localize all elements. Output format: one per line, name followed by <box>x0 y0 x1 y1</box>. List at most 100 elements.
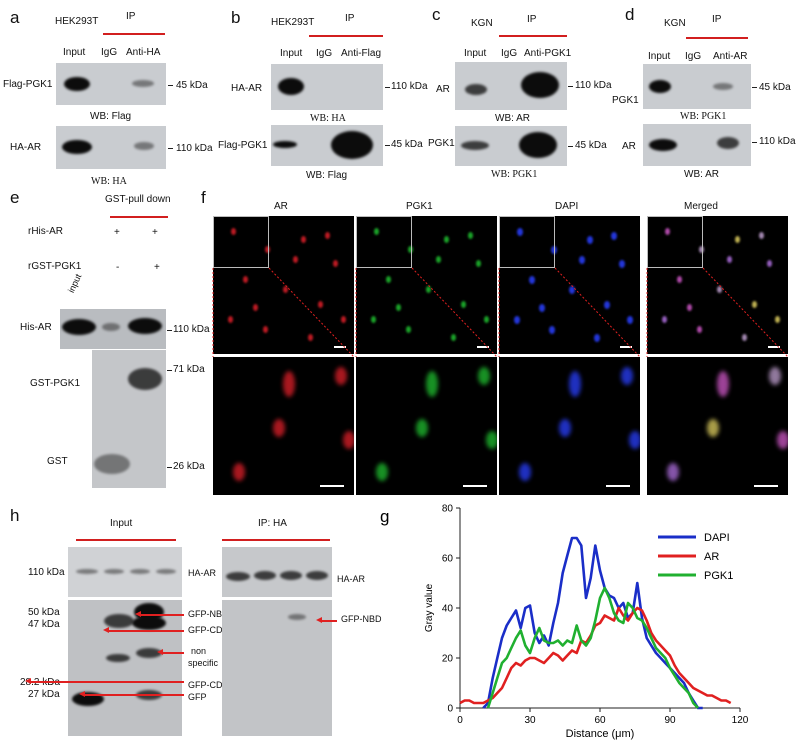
cell <box>514 316 520 324</box>
wb-b2: WB: Flag <box>306 170 348 181</box>
cell <box>468 232 473 239</box>
cell <box>579 256 585 264</box>
band <box>106 654 130 662</box>
legend-label-ar: AR <box>704 551 719 563</box>
cell <box>476 260 481 267</box>
cell <box>611 232 617 240</box>
cell <box>301 236 306 243</box>
mw-tick <box>568 86 573 87</box>
cell <box>767 260 772 267</box>
cell <box>629 431 640 449</box>
cell <box>426 371 438 397</box>
panel-label-e: e <box>10 188 20 207</box>
row-label-c2: PGK1 <box>428 138 455 149</box>
row-label-d1: PGK1 <box>612 95 639 106</box>
x-tick-label: 30 <box>524 715 536 726</box>
arrow-left <box>79 691 184 697</box>
cell <box>333 260 338 267</box>
input-label-e: input <box>66 272 84 295</box>
cell <box>426 286 431 293</box>
y-tick-label: 80 <box>442 504 454 515</box>
scale-bar <box>768 346 780 348</box>
cell <box>742 334 747 341</box>
lane-igg-c: IgG <box>501 48 518 59</box>
row-label-b1: HA-AR <box>231 83 263 94</box>
blot-e-bottom <box>92 350 166 488</box>
cell <box>308 334 313 341</box>
band <box>128 368 162 390</box>
band <box>649 80 671 93</box>
cell <box>529 276 535 284</box>
band <box>280 571 302 580</box>
h-mw-50: 50 kDa <box>28 607 60 618</box>
band <box>278 78 304 95</box>
cell <box>335 367 347 385</box>
panel-label-a: a <box>10 8 20 27</box>
x-axis-label: Distance (μm) <box>566 728 635 740</box>
fluor-panel-top <box>647 216 788 354</box>
cell <box>374 228 379 235</box>
band <box>134 142 154 150</box>
mw-b2: 45 kDa <box>391 139 423 150</box>
row-label-b2: Flag-PGK1 <box>218 140 268 151</box>
x-tick-label: 90 <box>664 715 676 726</box>
cell <box>253 304 258 311</box>
mark-e2a: - <box>116 262 120 273</box>
cell <box>486 431 497 449</box>
cell <box>371 316 376 323</box>
band <box>717 137 739 149</box>
blot-h-ip-top <box>222 547 332 597</box>
panel-label-h: h <box>10 506 20 525</box>
scale-bar <box>754 485 778 487</box>
cell <box>243 276 248 283</box>
cell <box>667 463 679 481</box>
lane-input-b: Input <box>280 48 303 59</box>
h-mw-110: 110 kDa <box>28 567 65 578</box>
cell <box>416 419 428 437</box>
h-input-line <box>76 539 176 541</box>
cell <box>687 304 692 311</box>
band <box>519 132 557 158</box>
ip-line-d <box>686 37 748 39</box>
band <box>465 84 487 95</box>
blot-e-top <box>60 309 166 349</box>
lane-input-d: Input <box>648 51 671 62</box>
cell <box>594 334 600 342</box>
scale-bar <box>606 485 630 487</box>
wb-c1: WB: AR <box>495 113 531 124</box>
blot-c-bottom <box>455 126 567 166</box>
x-tick-label: 0 <box>457 715 463 726</box>
band <box>62 140 92 154</box>
mw-e3: 26 kDa <box>173 461 205 472</box>
legend-label-dapi: DAPI <box>704 532 730 544</box>
h-input-title: Input <box>110 518 133 529</box>
inset-box <box>499 216 555 268</box>
blot-d-top <box>643 64 751 109</box>
ip-line-a <box>103 33 165 35</box>
blot-b-top <box>271 64 383 110</box>
band <box>128 318 162 334</box>
cell <box>735 236 740 243</box>
fluor-panel-top <box>213 216 354 354</box>
label-gfp-cd2: GFP-CD2 <box>188 680 228 690</box>
cell <box>231 228 236 235</box>
cell <box>519 463 531 481</box>
blot-c-top <box>455 62 567 110</box>
cell <box>777 431 788 449</box>
y-tick-label: 0 <box>447 704 453 715</box>
cell <box>539 304 545 312</box>
band <box>76 569 98 574</box>
row-label-d2: AR <box>622 141 636 152</box>
fluor-panel-bottom <box>647 357 788 495</box>
cell-line-c: KGN <box>471 18 493 29</box>
cell <box>283 286 288 293</box>
y-tick-label: 20 <box>442 654 454 665</box>
panel-label-g: g <box>380 507 389 526</box>
mw-tick <box>752 142 757 143</box>
y-tick-label: 60 <box>442 554 454 565</box>
mw-a2: 110 kDa <box>176 143 213 154</box>
cell <box>273 419 285 437</box>
cell <box>752 301 757 308</box>
lane-anti-c: Anti-PGK1 <box>524 48 572 59</box>
blot-b-bottom <box>271 125 383 166</box>
